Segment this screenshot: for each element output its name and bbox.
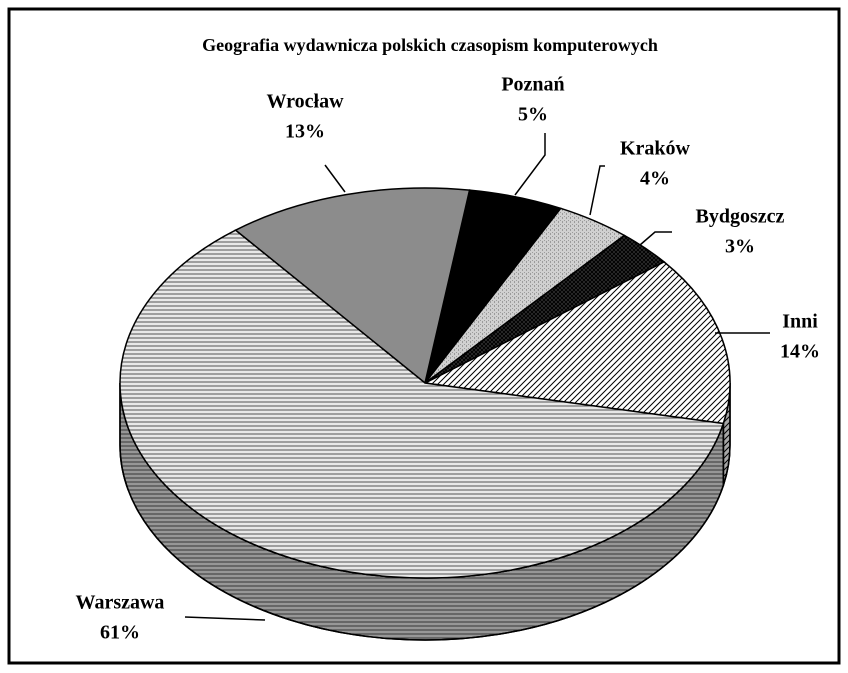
slice-label: Inni <box>782 311 818 333</box>
leader-line <box>639 231 672 246</box>
leader-line <box>514 133 546 196</box>
slice-value: 13% <box>285 121 325 143</box>
slice-label: Bydgoszcz <box>696 206 785 228</box>
slice <box>234 187 471 385</box>
slice <box>119 229 725 579</box>
slice-label: Kraków <box>620 138 691 160</box>
slice-label: Wrocław <box>266 91 344 113</box>
leader-line <box>589 165 605 216</box>
slice-label: Poznań <box>501 74 564 96</box>
slice-value: 5% <box>518 104 548 126</box>
slice-value: 3% <box>725 236 755 258</box>
leader-line <box>184 616 266 621</box>
leader-line <box>324 164 346 193</box>
slice-value: 4% <box>640 168 670 190</box>
chart-title: Geografia wydawnicza polskich czasopism … <box>202 35 658 55</box>
slice-value: 14% <box>780 341 820 363</box>
slice-value: 61% <box>100 622 140 644</box>
slice <box>422 260 731 425</box>
slice-label: Warszawa <box>76 592 165 614</box>
